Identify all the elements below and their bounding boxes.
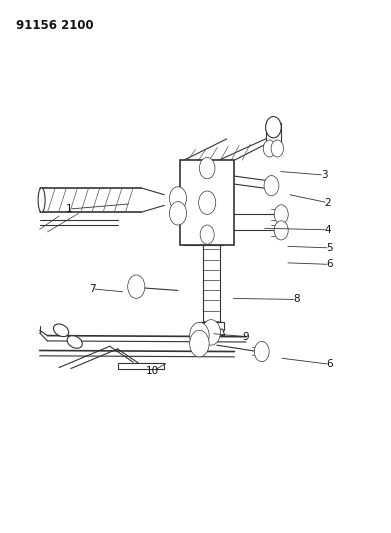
- Circle shape: [200, 225, 214, 244]
- Polygon shape: [118, 364, 164, 368]
- Circle shape: [274, 205, 288, 224]
- Circle shape: [128, 275, 145, 298]
- Circle shape: [277, 224, 285, 236]
- Circle shape: [257, 345, 266, 358]
- Circle shape: [269, 121, 278, 134]
- Text: 91156 2100: 91156 2100: [16, 19, 94, 33]
- Text: 1: 1: [66, 204, 72, 214]
- Circle shape: [193, 335, 206, 352]
- Circle shape: [264, 175, 279, 196]
- Circle shape: [199, 158, 215, 179]
- Circle shape: [267, 179, 276, 192]
- Circle shape: [265, 117, 281, 138]
- Polygon shape: [199, 322, 224, 330]
- Text: 10: 10: [146, 366, 159, 376]
- Circle shape: [169, 187, 187, 210]
- Circle shape: [199, 191, 216, 214]
- Text: 6: 6: [326, 359, 333, 369]
- Text: 3: 3: [321, 170, 327, 180]
- Polygon shape: [265, 123, 281, 150]
- Circle shape: [274, 221, 288, 240]
- Circle shape: [265, 143, 273, 154]
- Circle shape: [172, 191, 183, 206]
- Circle shape: [205, 324, 217, 341]
- Circle shape: [202, 320, 221, 345]
- Circle shape: [273, 143, 281, 154]
- Text: 8: 8: [294, 294, 300, 304]
- Circle shape: [254, 342, 269, 362]
- Text: 9: 9: [242, 332, 249, 342]
- Circle shape: [271, 140, 283, 157]
- Circle shape: [263, 140, 276, 157]
- Polygon shape: [180, 160, 235, 245]
- Circle shape: [190, 322, 209, 349]
- Text: 6: 6: [326, 260, 333, 269]
- Text: 5: 5: [326, 243, 333, 253]
- Circle shape: [193, 327, 206, 344]
- Ellipse shape: [54, 324, 69, 336]
- Text: 2: 2: [325, 198, 331, 208]
- Circle shape: [131, 279, 142, 294]
- Text: 4: 4: [325, 225, 331, 235]
- Circle shape: [190, 330, 209, 357]
- Circle shape: [169, 201, 187, 225]
- Circle shape: [277, 208, 285, 220]
- Text: 7: 7: [89, 284, 95, 294]
- Circle shape: [172, 206, 183, 221]
- Polygon shape: [197, 329, 225, 336]
- Ellipse shape: [38, 188, 45, 212]
- Ellipse shape: [67, 336, 83, 348]
